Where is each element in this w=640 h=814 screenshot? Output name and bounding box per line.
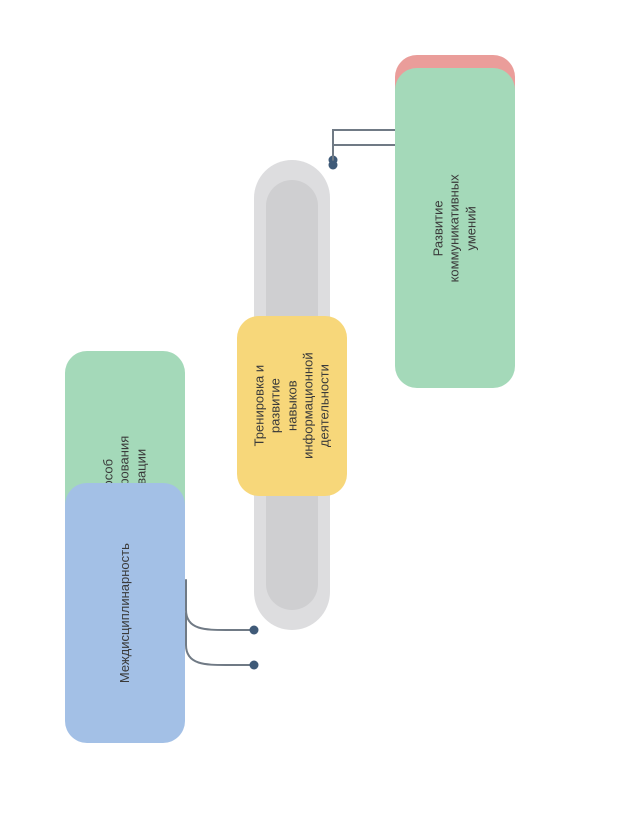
node-label: Тренировка и развитие навыков информацио… [251, 353, 332, 460]
node-interdisciplinary: Междисциплинарность [65, 483, 185, 743]
node-label: Междисциплинарность [117, 543, 133, 683]
node-info-skills: Тренировка и развитие навыков информацио… [237, 316, 347, 496]
diagram-stage: Квест Способ формирования мотивации Трен… [0, 0, 640, 814]
node-communication: Развитие коммуникативных умений [395, 68, 515, 388]
node-label: Развитие коммуникативных умений [431, 174, 480, 282]
